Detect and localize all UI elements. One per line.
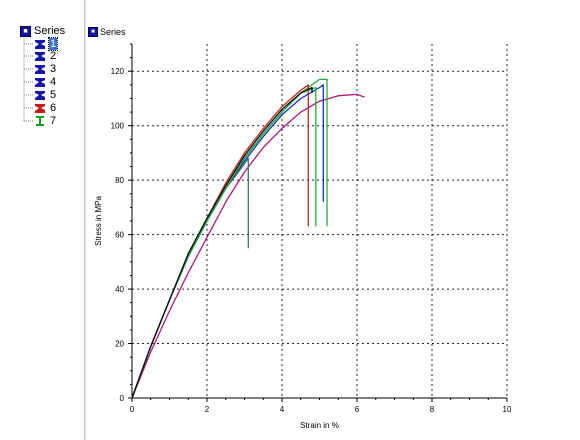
tree-item-series-5[interactable]: 5 (34, 89, 57, 101)
series-line-4 (131, 84, 309, 399)
x-tick-label: 6 (355, 405, 360, 414)
x-tick-label: 0 (130, 405, 135, 414)
y-tick-label: 120 (111, 67, 125, 76)
series-line-1 (131, 93, 365, 399)
tree-root-label: Series (34, 25, 66, 37)
series-line-6 (131, 86, 317, 399)
red-specimen-icon (35, 104, 45, 113)
y-tick-label: 80 (115, 176, 124, 185)
x-tick-label: 8 (430, 405, 435, 414)
blue-specimen-icon (35, 40, 45, 49)
series-tree-panel: ■ Series 1 2 3 4 5 6 7 (0, 0, 84, 440)
tree-item-series-4[interactable]: 4 (34, 76, 57, 88)
x-tick-label: 10 (503, 405, 512, 414)
tree-item-label: 3 (50, 63, 57, 75)
tree-item-series-6[interactable]: 6 (34, 102, 57, 114)
blue-specimen-icon (35, 78, 45, 87)
y-tick-label: 40 (115, 285, 124, 294)
y-tick-label: 20 (115, 340, 124, 349)
tree-item-series-3[interactable]: 3 (34, 63, 57, 75)
tree-item-label: 5 (50, 89, 57, 101)
series-line-3 (131, 78, 328, 399)
series-line-7 (131, 86, 313, 399)
chart-header-label: Series (100, 27, 126, 37)
y-tick-label: 60 (115, 231, 124, 240)
tree-item-series-2[interactable]: 2 (34, 50, 57, 62)
x-tick-label: 4 (280, 405, 285, 414)
y-axis-label: Stress in MPa (94, 196, 103, 246)
series-line-5 (131, 84, 324, 399)
tree-connector-lines (23, 38, 34, 122)
chart-series-header: ■ Series (88, 26, 126, 38)
tree-item-series-1[interactable]: 1 (34, 37, 59, 51)
blue-specimen-icon (35, 52, 45, 61)
green-specimen-icon (36, 116, 44, 126)
tree-item-label: 7 (50, 115, 57, 127)
blue-specimen-icon (35, 65, 45, 74)
series-folder-icon: ■ (88, 27, 98, 37)
tree-item-label: 1 (47, 37, 59, 51)
series-folder-icon: ■ (20, 26, 31, 37)
tree-item-label: 4 (50, 76, 57, 88)
y-tick-label: 0 (120, 394, 125, 403)
tree-root-series[interactable]: ■ Series (20, 25, 65, 38)
y-tick-label: 100 (111, 122, 125, 131)
panel-splitter[interactable] (84, 0, 86, 440)
tree-item-series-7[interactable]: 7 (34, 115, 57, 127)
blue-specimen-icon (35, 91, 45, 100)
tree-item-label: 2 (50, 50, 57, 62)
x-tick-label: 2 (205, 405, 210, 414)
x-axis-label: Strain in % (300, 421, 339, 430)
tree-item-label: 6 (50, 102, 57, 114)
